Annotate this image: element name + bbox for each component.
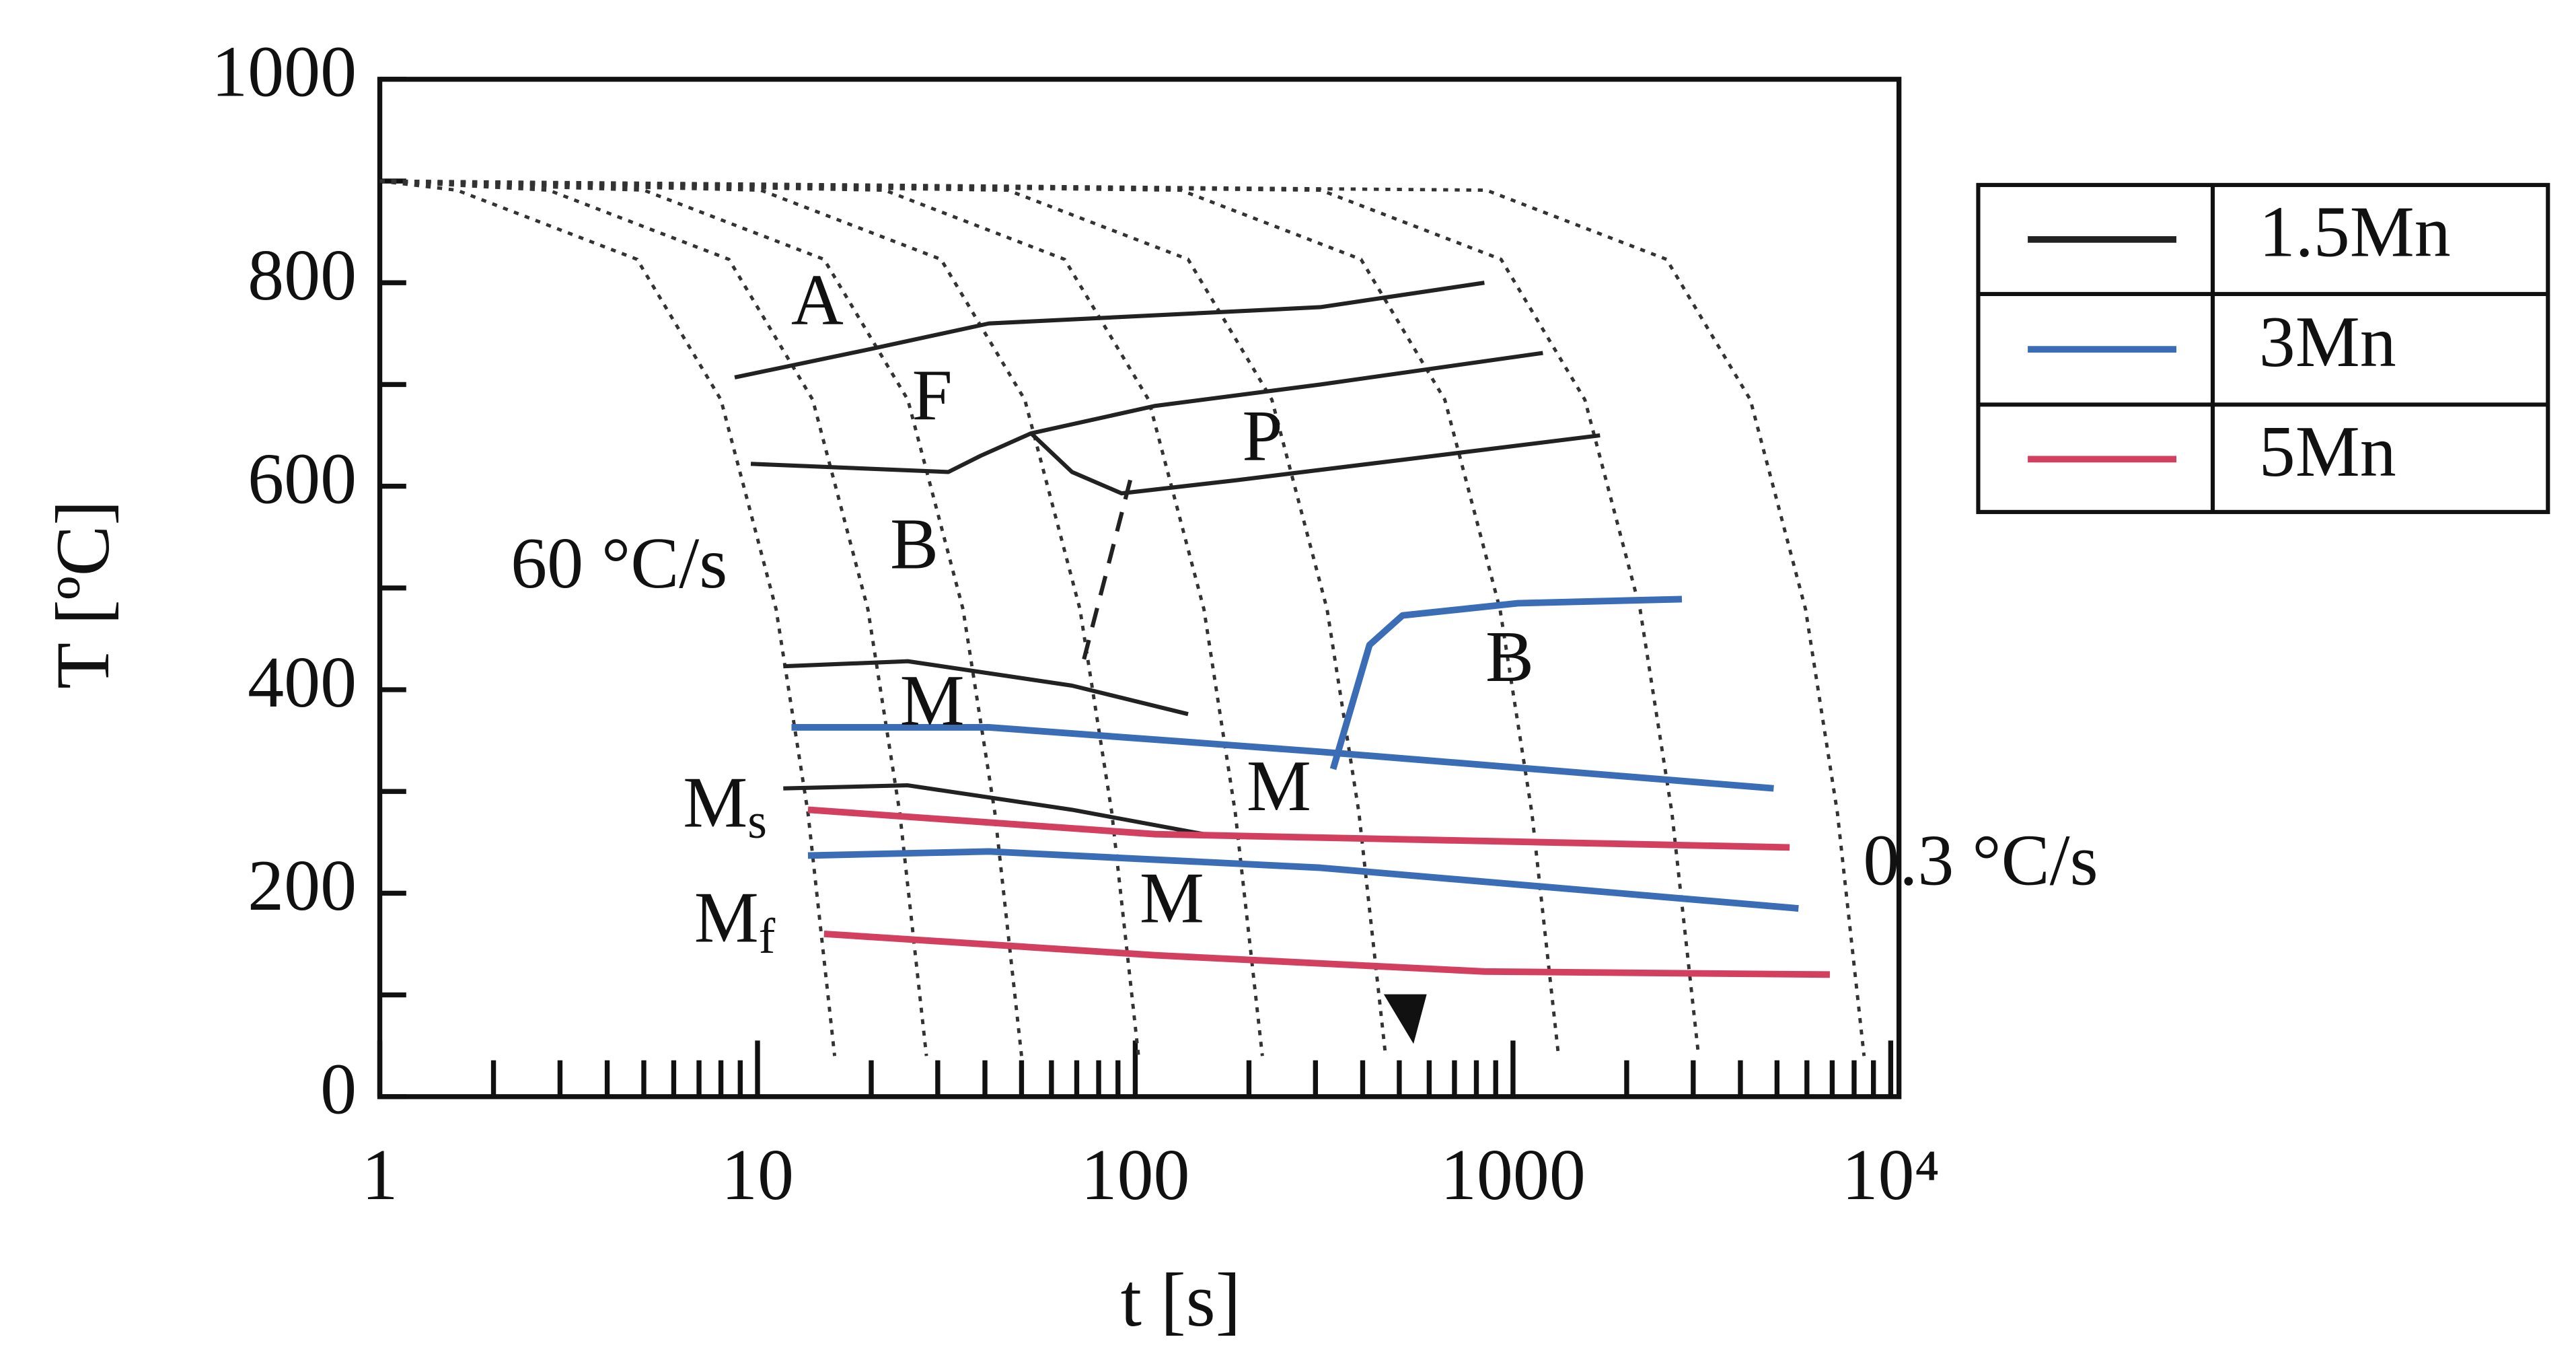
y-tick-label: 600 <box>248 439 357 519</box>
annotation-text: F <box>912 355 953 435</box>
transformation-line <box>807 848 1799 912</box>
y-tick-label: 200 <box>248 846 357 926</box>
annotation-text: B <box>1485 617 1534 697</box>
y-tick-label: 800 <box>248 236 357 316</box>
x-tick-label: 1000 <box>1440 1135 1586 1215</box>
annotation-text: P <box>1242 396 1282 476</box>
annotation-text: M <box>694 877 759 958</box>
legend: 1.5Mn 3Mn 5Mn <box>1976 182 2550 514</box>
transformation-line <box>791 724 1774 792</box>
annotation: F <box>912 355 953 435</box>
annotation-subscript: f <box>759 908 776 964</box>
y-tick-label: 1000 <box>211 32 357 112</box>
annotation-text: B <box>890 504 939 584</box>
x-tick-label: 1 <box>362 1135 398 1215</box>
transformation-line <box>823 930 1830 978</box>
annotation-text: 0.3 °C/s <box>1863 820 2098 900</box>
annotation-text: A <box>791 260 844 340</box>
annotation: B <box>890 504 939 584</box>
legend-label: 3Mn <box>2259 302 2396 382</box>
annotation-subscript: s <box>747 793 767 849</box>
cooling-curve <box>379 179 928 1056</box>
cooling-curve <box>379 179 1388 1056</box>
annotation-text: M <box>1140 858 1204 938</box>
legend-label: 1.5Mn <box>2259 192 2451 273</box>
annotation: M <box>1140 858 1204 938</box>
annotation: B <box>1485 617 1534 697</box>
transformation-line <box>783 659 1189 717</box>
arrow-head <box>1383 994 1427 1044</box>
x-axis-title: t [s] <box>1121 1258 1241 1342</box>
legend-label: 5Mn <box>2259 412 2396 492</box>
annotation: 0.3 °C/s <box>1863 820 2098 900</box>
x-tick-label: 10 <box>721 1135 794 1215</box>
y-tick-label: 400 <box>248 643 357 723</box>
cooling-curve <box>379 179 1023 1056</box>
annotation: M <box>1247 746 1311 826</box>
annotation-text: M <box>683 762 747 842</box>
annotation: A <box>791 260 844 340</box>
annotation-text: 60 °C/s <box>511 524 727 604</box>
transformation-line <box>734 281 1485 380</box>
x-tick-label: 100 <box>1080 1135 1189 1215</box>
annotation-text: M <box>900 661 965 741</box>
transformation-line <box>1029 431 1600 496</box>
annotation: Mf <box>694 877 776 964</box>
transformation-line <box>1329 596 1683 770</box>
transformation-line <box>807 806 1790 851</box>
cooling-curve <box>379 179 1140 1056</box>
x-tick-label: 10⁴ <box>1842 1135 1940 1215</box>
annotation: Ms <box>683 762 767 849</box>
y-tick-label: 0 <box>320 1050 357 1130</box>
cooling-curve <box>379 179 1264 1056</box>
cooling-curve <box>379 179 1866 1056</box>
y-axis-title: T [ºC] <box>41 500 125 689</box>
annotation: M <box>900 661 965 741</box>
transformation-line <box>783 783 1205 836</box>
annotation-text: M <box>1247 746 1311 826</box>
annotation: P <box>1242 396 1282 476</box>
annotation: 60 °C/s <box>511 524 727 604</box>
